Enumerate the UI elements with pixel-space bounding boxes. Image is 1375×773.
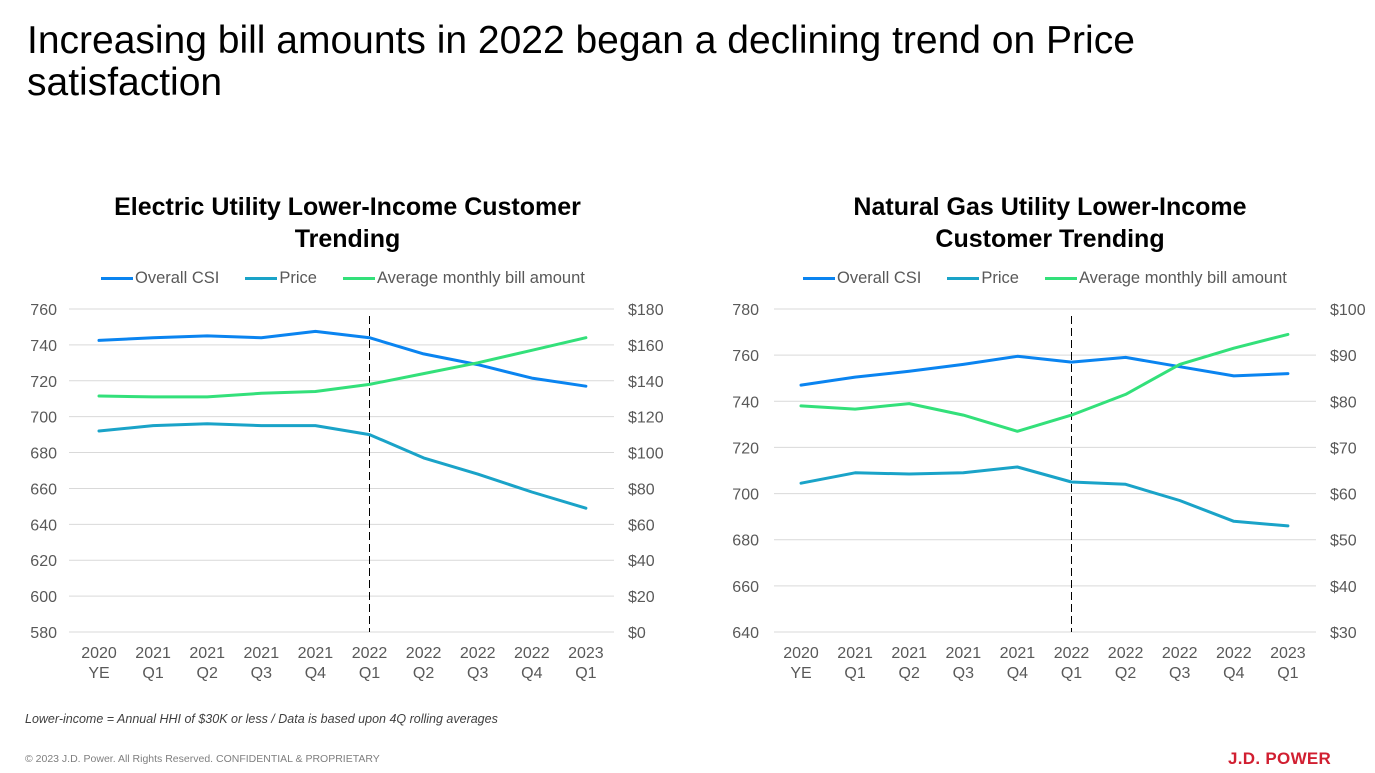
y-left-tick-label: 660: [30, 481, 57, 498]
y-left-tick-label: 580: [30, 625, 57, 642]
legend-label: Average monthly bill amount: [376, 269, 585, 287]
legend-electric: Overall CSI Price Average monthly bill a…: [101, 269, 585, 288]
legend-item-overall-csi: Overall CSI: [101, 269, 219, 288]
x-tick-label-year: 2021: [298, 645, 334, 662]
legend-item-overall-csi: Overall CSI: [803, 269, 921, 288]
legend-item-price: Price: [947, 269, 1019, 288]
x-tick-label-period: Q1: [575, 665, 596, 682]
legend-label: Average monthly bill amount: [1078, 269, 1287, 287]
x-tick-label-period: Q1: [359, 665, 380, 682]
y-right-tick-label: $140: [628, 374, 664, 391]
legend-label: Overall CSI: [837, 269, 922, 287]
legend-item-bill: Average monthly bill amount: [1044, 269, 1287, 288]
copyright: © 2023 J.D. Power. All Rights Reserved. …: [25, 753, 380, 765]
y-left-tick-label: 740: [30, 338, 57, 355]
x-tick-label-year: 2021: [244, 645, 280, 662]
legend-swatch-price: [947, 277, 980, 280]
legend-swatch-overall-csi: [101, 277, 133, 280]
page-title: Increasing bill amounts in 2022 began a …: [27, 19, 1135, 104]
legend-label: Price: [981, 269, 1019, 287]
legend-label: Price: [279, 269, 317, 287]
y-left-tick-label: 620: [30, 553, 57, 570]
chart-title-electric: Electric Utility Lower-Income Customer T…: [114, 193, 581, 253]
x-tick-label-period: Q3: [467, 665, 488, 682]
legend-swatch-bill: [342, 277, 375, 280]
y-left-tick-label: 700: [30, 410, 57, 427]
series-line-overall-csi: [97, 329, 588, 388]
x-tick-label-period: Q4: [521, 665, 542, 682]
y-right-tick-label: $100: [628, 446, 664, 463]
y-right-tick-label: $120: [628, 410, 664, 427]
y-right-tick-label: $160: [628, 338, 664, 355]
legend-item-bill: Average monthly bill amount: [342, 269, 585, 288]
x-tick-label-year: 2023: [568, 645, 604, 662]
x-tick-label-year: 2020: [81, 645, 117, 662]
x-tick-label-year: 2022: [460, 645, 496, 662]
x-tick-label-period: Q3: [251, 665, 272, 682]
x-tick-label-year: 2021: [189, 645, 225, 662]
y-right-tick-label: $0: [628, 625, 646, 642]
x-tick-label-period: Q2: [413, 665, 434, 682]
y-left-tick-label: 680: [30, 446, 57, 463]
legend-swatch-bill: [1044, 277, 1077, 280]
y-left-tick-label: 720: [30, 374, 57, 391]
y-right-tick-label: $20: [628, 589, 655, 606]
x-tick-label-year: 2022: [406, 645, 442, 662]
legend-swatch-overall-csi: [803, 277, 835, 280]
footnote: Lower-income = Annual HHI of $30K or les…: [25, 712, 498, 726]
legend-swatch-price: [245, 277, 278, 280]
legend-item-price: Price: [245, 269, 317, 288]
x-tick-label-period: Q4: [305, 665, 326, 682]
series-line-average-monthly-bill-amount: [97, 336, 588, 399]
y-right-tick-label: $80: [628, 481, 655, 498]
legend-gas: Overall CSI Price Average monthly bill a…: [803, 269, 1287, 288]
legend-label: Overall CSI: [135, 269, 220, 287]
x-tick-label-year: 2021: [135, 645, 171, 662]
jd-power-logo: J.D. POWER: [1228, 749, 1332, 768]
series-line-price: [97, 422, 588, 510]
x-tick-label-year: 2022: [352, 645, 388, 662]
y-right-tick-label: $180: [628, 302, 664, 319]
x-tick-label-period: YE: [88, 665, 109, 682]
x-tick-label-period: Q2: [197, 665, 218, 682]
x-tick-label-year: 2022: [514, 645, 550, 662]
y-right-tick-label: $40: [628, 553, 655, 570]
x-tick-label-period: Q1: [142, 665, 163, 682]
y-right-tick-label: $60: [628, 517, 655, 534]
y-left-tick-label: 760: [30, 302, 57, 319]
y-left-tick-label: 600: [30, 589, 57, 606]
chart-title-gas: Natural Gas Utility Lower-Income Custome…: [853, 193, 1247, 253]
y-left-tick-label: 640: [30, 517, 57, 534]
